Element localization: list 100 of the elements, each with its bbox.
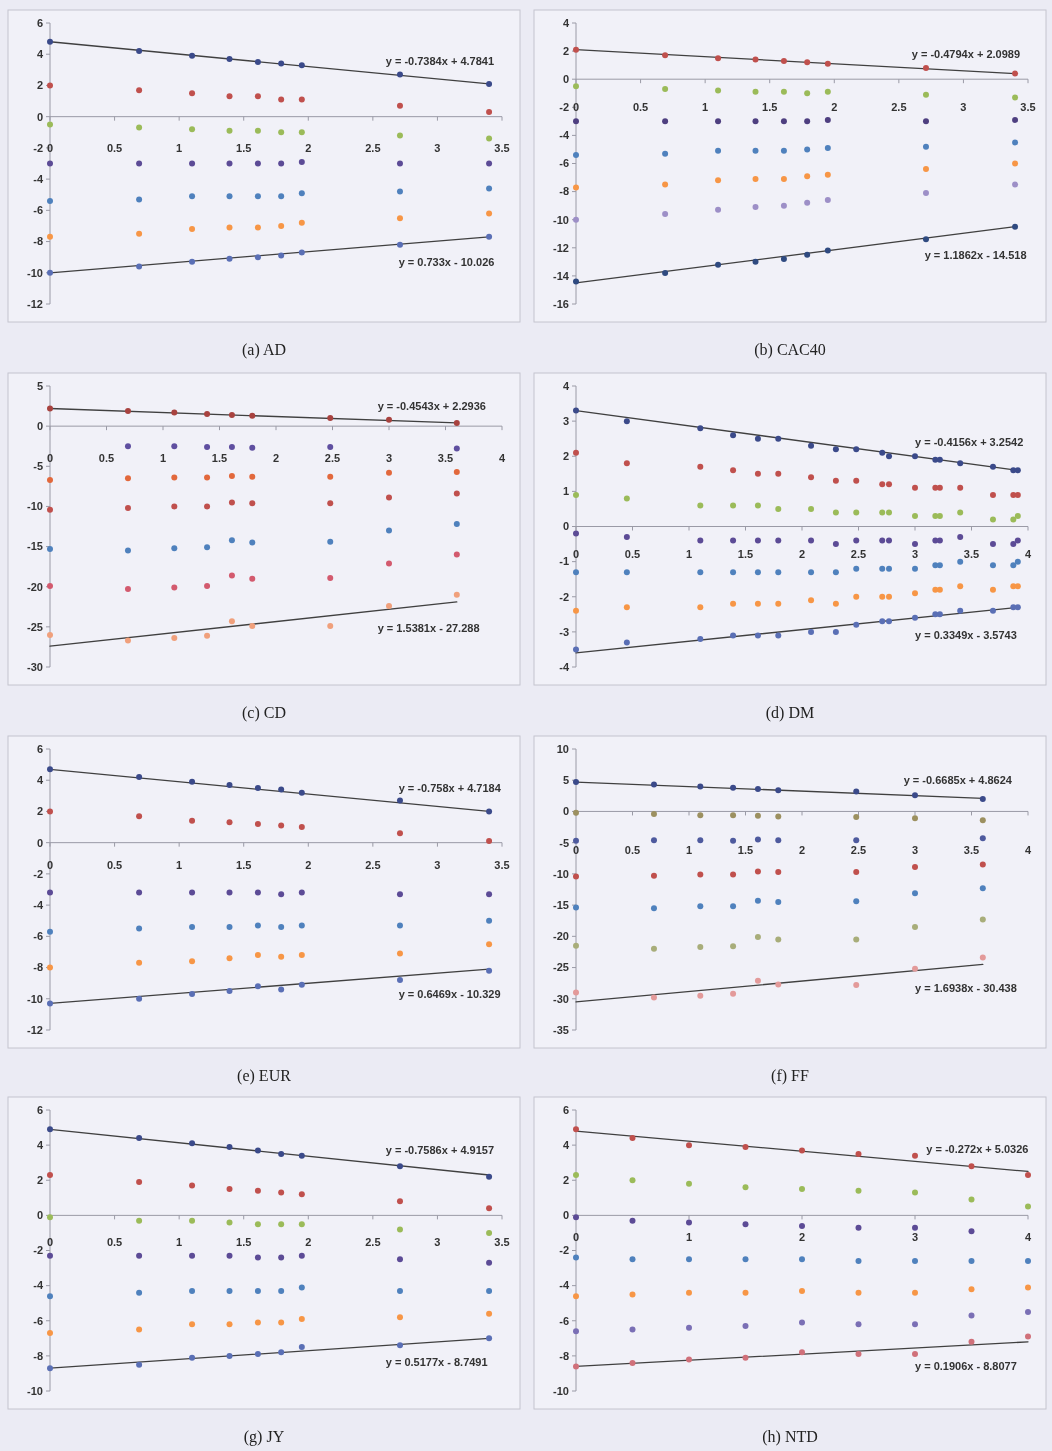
point (396, 922, 403, 929)
point (754, 897, 761, 904)
point (249, 444, 256, 451)
y-tick-label: -6 (559, 157, 569, 170)
x-tick-label: 3 (434, 1236, 441, 1249)
point (957, 534, 964, 541)
point (832, 569, 839, 576)
point (623, 604, 630, 611)
x-tick-label: 1.5 (236, 1236, 252, 1249)
point (298, 952, 305, 959)
point (886, 537, 893, 544)
point (573, 607, 579, 614)
point (650, 945, 657, 952)
x-tick-label: 1 (685, 1231, 693, 1244)
point (254, 224, 261, 231)
point (573, 278, 579, 285)
y-tick-label: -3 (559, 625, 569, 638)
y-tick-label: 2 (562, 44, 569, 57)
point (853, 593, 860, 600)
x-tick-label: 0.5 (106, 858, 123, 871)
point (922, 190, 929, 197)
point (886, 618, 893, 625)
point (386, 469, 392, 476)
y-tick-label: -8 (33, 961, 43, 974)
point (957, 607, 964, 614)
point (298, 922, 305, 929)
point (1025, 1333, 1031, 1340)
point (171, 635, 178, 642)
point (124, 637, 131, 644)
point (278, 953, 285, 960)
point (396, 188, 403, 195)
point (573, 837, 579, 844)
point (278, 1349, 285, 1356)
point (254, 922, 261, 929)
point (912, 1289, 918, 1296)
point (396, 797, 403, 804)
point (396, 1342, 403, 1349)
x-tick-label: 2.5 (365, 1236, 381, 1249)
point (968, 1196, 975, 1203)
point (47, 582, 53, 589)
x-tick-label: 1.5 (737, 844, 754, 857)
point (853, 565, 860, 572)
y-tick-label: 6 (36, 16, 43, 29)
point (189, 923, 196, 930)
point (396, 977, 403, 984)
x-tick-label: 1.5 (737, 547, 754, 560)
point (298, 219, 305, 226)
point (136, 196, 143, 203)
x-tick-label: 2 (798, 844, 806, 857)
point (204, 582, 211, 589)
point (573, 873, 579, 880)
text: (b) CAC40 (754, 341, 826, 359)
point (298, 249, 305, 256)
point (228, 411, 235, 418)
point (804, 118, 811, 125)
x-tick-label: 2 (831, 100, 838, 113)
point (832, 446, 839, 453)
point (573, 184, 579, 191)
point (775, 632, 782, 639)
point (189, 126, 196, 133)
point (47, 889, 53, 896)
x-tick-label: 3 (960, 100, 967, 113)
point (922, 236, 929, 243)
point (327, 574, 334, 581)
point (730, 990, 737, 997)
point (754, 600, 761, 607)
point (573, 491, 579, 498)
text: (f) FF (771, 1067, 809, 1085)
point (853, 982, 860, 989)
point (879, 449, 886, 456)
point (396, 950, 403, 957)
point (136, 1217, 143, 1224)
point (278, 822, 285, 829)
point (1012, 116, 1019, 123)
point (912, 541, 918, 548)
point (189, 1182, 196, 1189)
point (189, 1354, 196, 1361)
x-tick-label: 0 (572, 844, 580, 857)
point (775, 505, 782, 512)
point (386, 602, 392, 609)
point (989, 562, 996, 569)
y-tick-label: -35 (553, 1023, 569, 1036)
point (799, 1222, 805, 1229)
point (742, 1289, 749, 1296)
point (832, 628, 839, 635)
y-tick-label: -15 (553, 898, 569, 911)
point (254, 889, 261, 896)
y-tick-label: 4 (562, 1138, 570, 1151)
point (855, 1224, 862, 1231)
annotation: y = 0.5177x - 8.7491 (385, 1356, 488, 1369)
point (832, 600, 839, 607)
text: (a) AD (242, 341, 286, 359)
point (697, 903, 704, 910)
point (662, 118, 669, 125)
point (754, 785, 761, 792)
point (228, 572, 235, 579)
point (453, 445, 460, 452)
point (278, 1287, 285, 1294)
y-tick-label: 6 (562, 1103, 569, 1116)
point (189, 258, 196, 265)
